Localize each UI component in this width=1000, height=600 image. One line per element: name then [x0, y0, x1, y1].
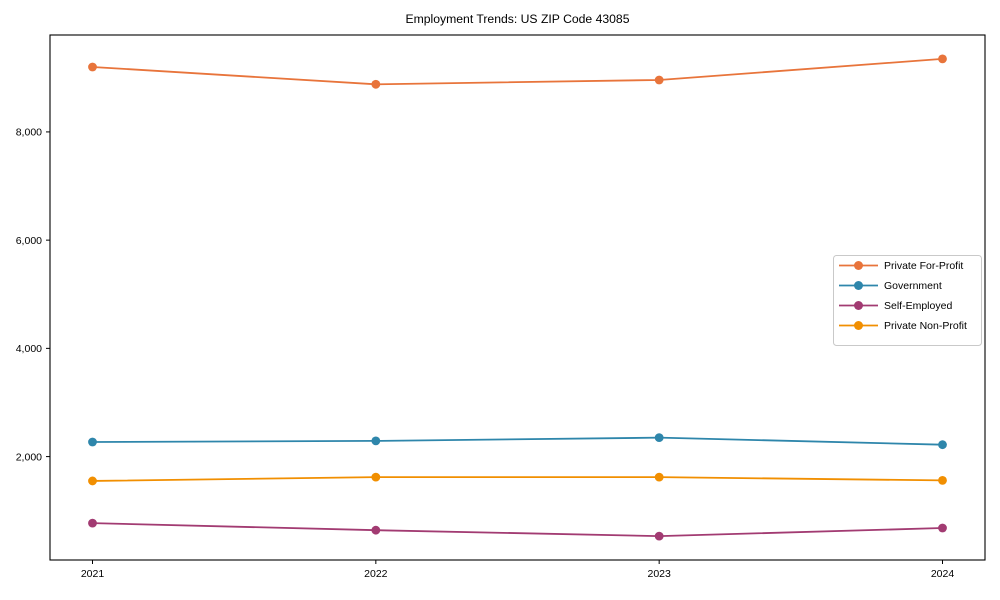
data-point-marker [371, 472, 381, 482]
y-tick-label: 6,000 [16, 235, 42, 247]
data-point-marker [88, 518, 97, 528]
legend-label: Private Non-Profit [884, 320, 967, 332]
series-line [92, 436, 943, 446]
y-tick-label: 2,000 [16, 451, 42, 463]
series-line [92, 476, 943, 482]
data-point-marker [938, 523, 947, 533]
legend: Private For-Profit Government Self-Employe… [833, 255, 982, 346]
legend-label: Self-Employed [884, 300, 952, 312]
data-point-marker [88, 476, 97, 486]
data-point-marker [371, 79, 381, 89]
chart-title: Employment Trends: US ZIP Code 43085 [405, 12, 629, 26]
x-tick-label: 2024 [931, 568, 955, 580]
legend-box [833, 255, 982, 346]
data-point-marker [88, 437, 97, 447]
data-point-marker [654, 531, 664, 541]
legend-marker [854, 281, 863, 290]
y-tick-label: 4,000 [16, 343, 42, 355]
x-axis-ticks: 2021 2022 2023 2024 [81, 560, 955, 580]
data-point-marker [88, 62, 97, 72]
x-tick-label: 2023 [647, 568, 671, 580]
legend-marker [854, 261, 863, 270]
data-point-marker [371, 525, 381, 535]
data-point-marker [654, 433, 664, 443]
x-tick-label: 2021 [81, 568, 105, 580]
data-point-marker [654, 472, 664, 482]
data-point-marker [938, 440, 947, 450]
y-tick-label: 8,000 [16, 127, 42, 139]
legend-label: Government [884, 280, 942, 292]
plot-area-frame [49, 34, 986, 561]
legend-marker [854, 321, 863, 330]
data-series [88, 54, 947, 541]
data-point-marker [654, 75, 664, 85]
data-point-marker [371, 436, 381, 446]
y-axis-ticks: 2,000 4,000 6,000 8,000 [16, 127, 50, 463]
data-point-marker [938, 476, 947, 485]
series-line [92, 57, 943, 86]
legend-label: Private For-Profit [884, 260, 963, 272]
x-tick-label: 2022 [364, 568, 388, 580]
legend-marker [854, 301, 863, 310]
data-point-marker [938, 54, 947, 64]
series-line [92, 522, 943, 538]
